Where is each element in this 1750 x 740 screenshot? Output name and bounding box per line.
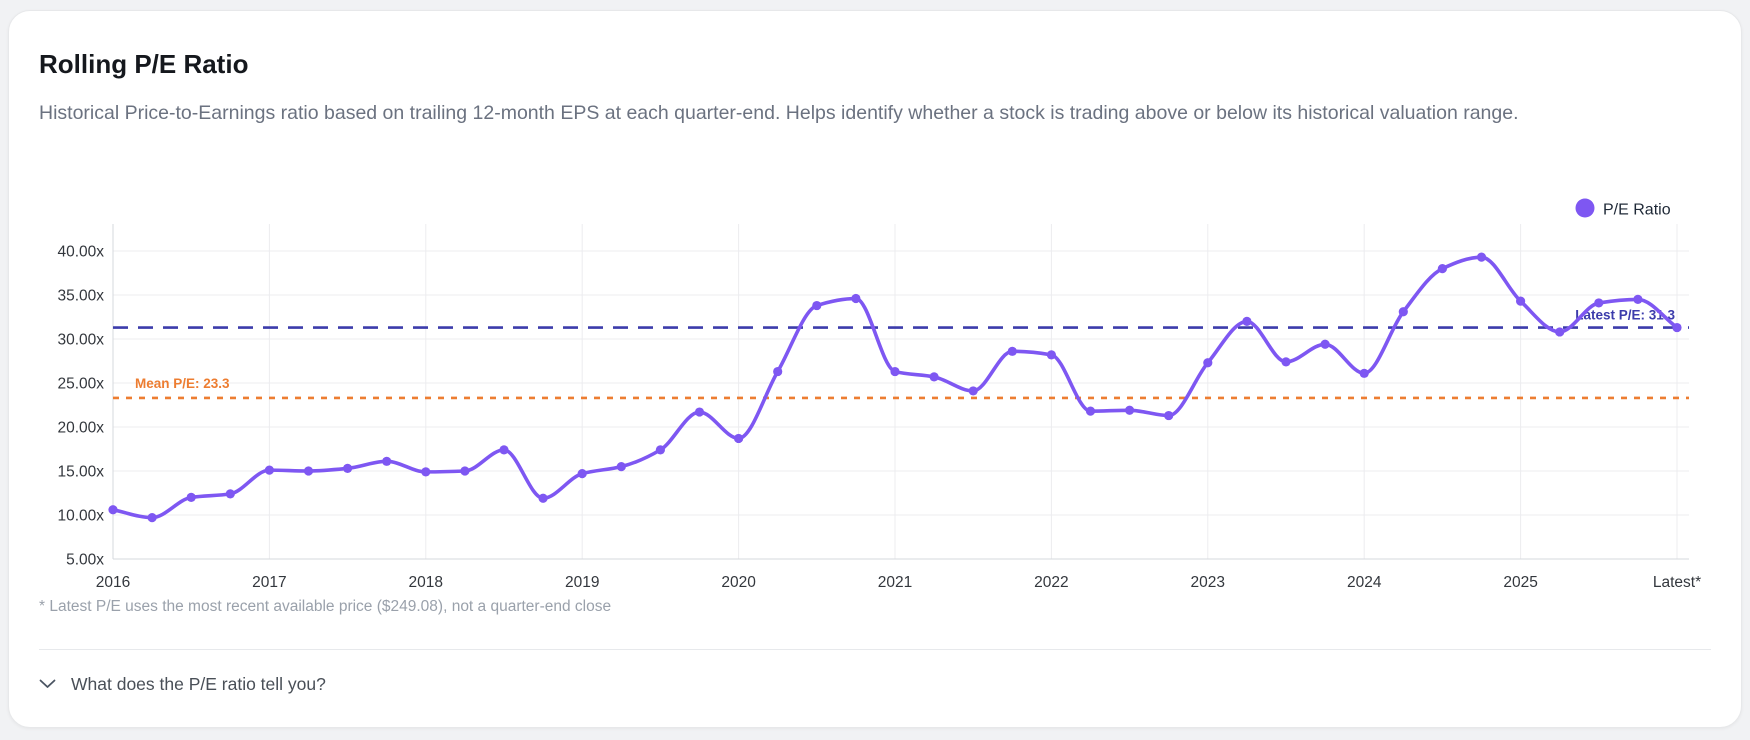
pe-data-point[interactable] xyxy=(616,462,626,472)
mean-line-label: Mean P/E: 23.3 xyxy=(135,376,230,391)
chevron-down-icon xyxy=(39,679,56,688)
divider xyxy=(39,649,1711,650)
x-axis-tick-label: 2018 xyxy=(409,574,443,591)
pe-data-point[interactable] xyxy=(1007,346,1017,356)
pe-data-point[interactable] xyxy=(1594,298,1604,308)
x-axis-tick-label: 2021 xyxy=(878,574,912,591)
pe-data-point[interactable] xyxy=(773,366,783,377)
pe-data-point[interactable] xyxy=(1437,264,1447,274)
page-title: Rolling P/E Ratio xyxy=(39,49,249,79)
pe-data-point[interactable] xyxy=(734,433,744,444)
pe-data-point[interactable] xyxy=(1398,307,1408,317)
pe-ratio-card: Rolling P/E Ratio Historical Price-to-Ea… xyxy=(8,10,1742,728)
y-axis-tick-label: 5.00x xyxy=(66,552,104,569)
pe-data-point[interactable] xyxy=(929,372,939,382)
pe-data-point[interactable] xyxy=(421,467,431,477)
pe-data-point[interactable] xyxy=(1476,252,1487,262)
pe-data-point[interactable] xyxy=(1281,357,1291,367)
x-axis-tick-label: 2020 xyxy=(721,574,756,591)
pe-ratio-line-chart[interactable]: Mean P/E: 23.3 Latest P/E: 31.3 5.00x 10.00… xyxy=(9,181,1743,626)
latest-line-label: Latest P/E: 31.3 xyxy=(1575,308,1675,323)
pe-data-point[interactable] xyxy=(1164,410,1174,421)
y-axis-tick-label: 35.00x xyxy=(57,288,104,305)
pe-data-point[interactable] xyxy=(851,293,861,304)
pe-data-point[interactable] xyxy=(147,513,157,523)
x-axis-tick-label: 2025 xyxy=(1503,574,1537,591)
pe-data-point[interactable] xyxy=(382,456,392,466)
y-axis-tick-label: 15.00x xyxy=(57,464,104,481)
pe-data-point[interactable] xyxy=(1125,405,1135,415)
legend-dot-icon xyxy=(1575,198,1595,218)
pe-data-point[interactable] xyxy=(1633,294,1643,304)
pe-data-point[interactable] xyxy=(655,445,666,455)
pe-data-point[interactable] xyxy=(108,505,118,515)
x-axis-tick-label: 2023 xyxy=(1191,574,1225,591)
pe-explainer-expander[interactable]: What does the P/E ratio tell you? xyxy=(39,667,326,701)
pe-data-point[interactable] xyxy=(186,492,196,502)
pe-data-point[interactable] xyxy=(1555,327,1565,337)
chart-footnote: * Latest P/E uses the most recent availa… xyxy=(39,598,612,615)
x-axis-tick-label: 2016 xyxy=(96,574,130,591)
pe-data-point[interactable] xyxy=(694,407,705,417)
y-axis-tick-label: 25.00x xyxy=(57,376,104,393)
pe-data-point[interactable] xyxy=(1242,316,1252,326)
x-axis-tick-label: Latest* xyxy=(1653,574,1701,591)
pe-data-point[interactable] xyxy=(1085,406,1096,416)
pe-data-point[interactable] xyxy=(1203,358,1213,368)
x-axis-tick-label: 2017 xyxy=(252,574,286,591)
pe-data-point[interactable] xyxy=(577,469,587,479)
legend-label: P/E Ratio xyxy=(1603,202,1671,219)
pe-data-point[interactable] xyxy=(968,386,978,396)
pe-data-point[interactable] xyxy=(1320,339,1330,349)
x-axis-tick-label: 2022 xyxy=(1034,574,1068,591)
y-axis-tick-label: 20.00x xyxy=(57,420,104,437)
pe-data-point[interactable] xyxy=(225,489,235,499)
pe-data-point[interactable] xyxy=(538,493,548,503)
y-axis-tick-label: 40.00x xyxy=(57,244,104,261)
pe-data-point[interactable] xyxy=(499,445,509,455)
pe-data-point[interactable] xyxy=(1046,350,1056,360)
pe-data-point[interactable] xyxy=(890,366,900,377)
pe-data-point[interactable] xyxy=(1359,368,1369,378)
pe-data-point[interactable] xyxy=(812,300,822,311)
chart-description: Historical Price-to-Earnings ratio based… xyxy=(39,102,1519,124)
expander-label: What does the P/E ratio tell you? xyxy=(71,673,326,694)
x-axis-tick-label: 2019 xyxy=(565,574,599,591)
pe-data-point[interactable] xyxy=(343,463,353,473)
x-axis-tick-label: 2024 xyxy=(1347,574,1382,591)
pe-data-point[interactable] xyxy=(1672,322,1682,333)
y-axis-tick-label: 30.00x xyxy=(57,332,104,349)
y-axis-tick-label: 10.00x xyxy=(57,508,104,525)
pe-data-point[interactable] xyxy=(460,466,470,476)
pe-data-point[interactable] xyxy=(303,466,314,476)
pe-data-point[interactable] xyxy=(1516,296,1526,306)
pe-data-point[interactable] xyxy=(264,465,274,475)
